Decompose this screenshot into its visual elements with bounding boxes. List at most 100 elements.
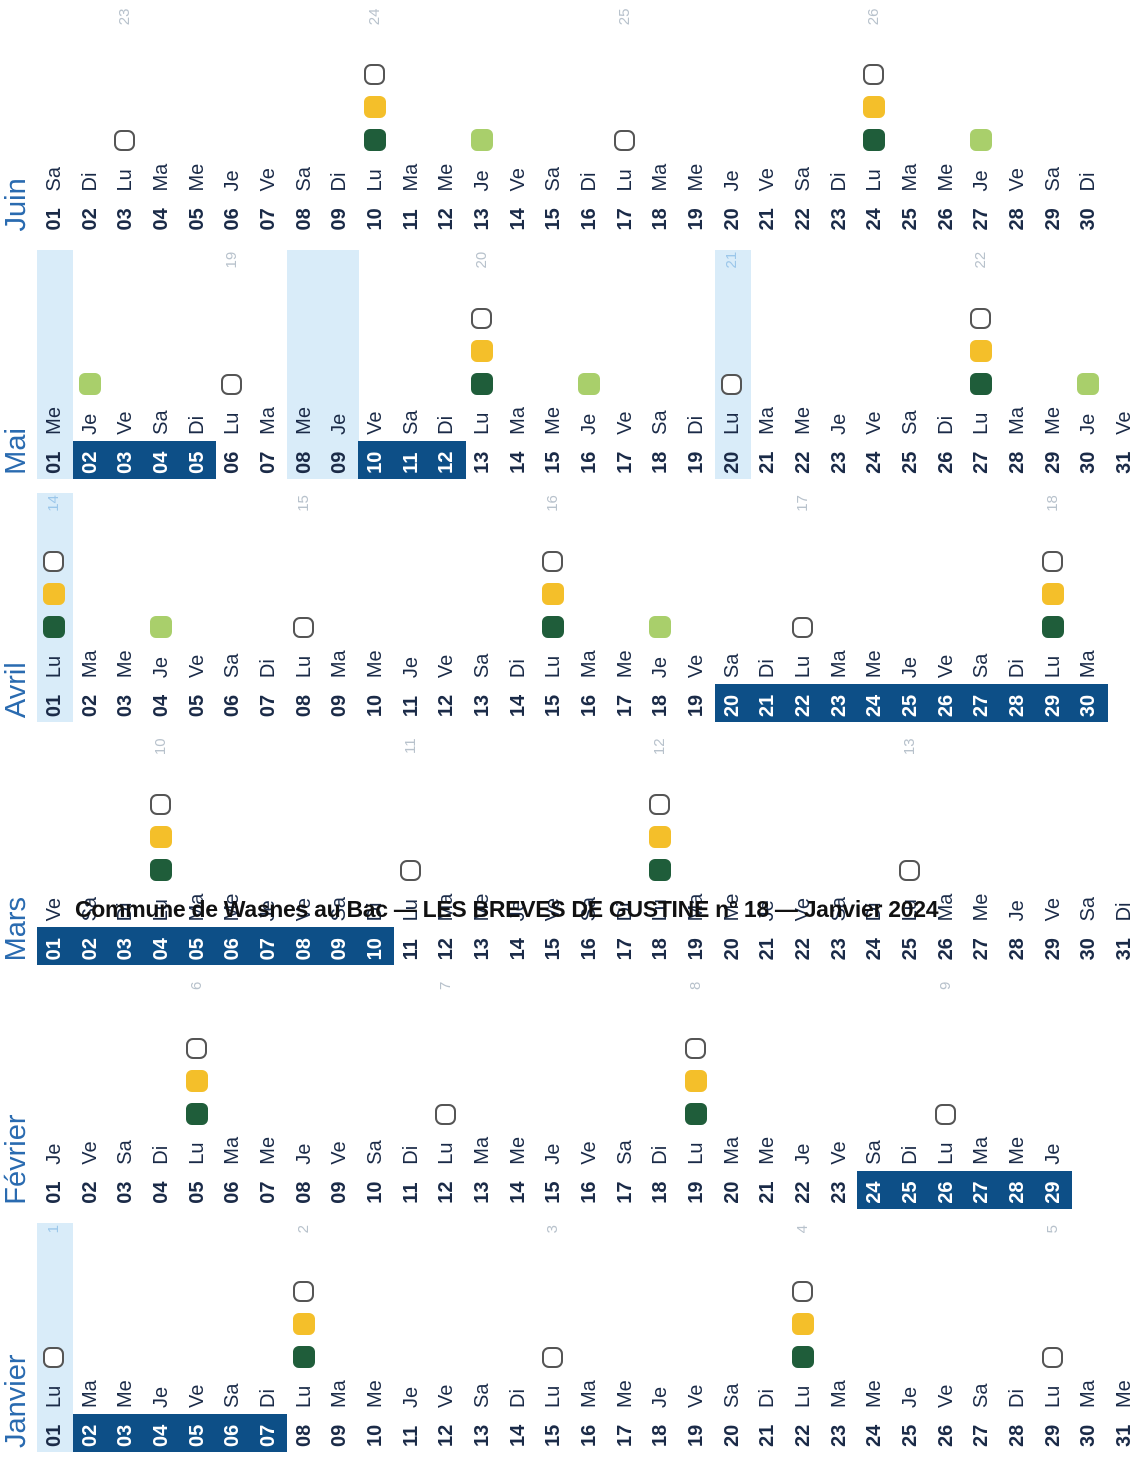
weekday: Lu — [292, 655, 315, 679]
week-number: 18 — [1043, 495, 1061, 512]
collection-icon — [150, 794, 171, 816]
week-number: 8 — [687, 981, 705, 991]
day-number: 19 — [685, 694, 708, 718]
day-number: 23 — [827, 208, 850, 231]
collection-icon — [649, 859, 672, 882]
day-number: 20 — [720, 938, 743, 961]
day-number: 27 — [970, 694, 993, 718]
weekday: Je — [221, 170, 244, 192]
weekday: Sa — [899, 410, 922, 435]
collection-icon — [542, 616, 565, 639]
day-number: 10 — [364, 208, 387, 231]
day-number: 25 — [899, 208, 922, 231]
weekday: Di — [1113, 902, 1136, 922]
month-name: Mars — [0, 896, 32, 962]
collection-icon — [1041, 1347, 1063, 1368]
weekday: Me — [613, 1380, 636, 1408]
day-number: 01 — [43, 1424, 65, 1447]
day-number: 28 — [1006, 938, 1029, 961]
collection-icon — [185, 1069, 208, 1092]
day-number: 04 — [150, 1181, 172, 1204]
day-number: 23 — [827, 938, 850, 961]
collection-icon — [863, 129, 886, 152]
day-number: 18 — [649, 1424, 672, 1447]
weekday: Lu — [970, 412, 993, 435]
weekday: Me — [506, 1136, 529, 1165]
collection-icon — [542, 1347, 564, 1368]
weekday: Ve — [685, 654, 708, 679]
weekday: Sa — [542, 167, 565, 192]
week-number: 20 — [473, 251, 491, 269]
day-number: 04 — [150, 1424, 172, 1447]
collection-icon — [43, 583, 65, 606]
footer: Commune de Wasnes au Bac — LES BREVES DE… — [75, 896, 939, 922]
month-name: Février — [0, 1114, 32, 1205]
month-name: Avril — [0, 662, 32, 719]
weekday: Ma — [649, 163, 672, 192]
weekday: Je — [150, 656, 172, 679]
weekday: Lu — [185, 1142, 208, 1165]
day-number: 30 — [1077, 451, 1100, 474]
collection-icon — [1041, 551, 1063, 573]
day-number: 25 — [899, 451, 922, 474]
day-number: 25 — [899, 1181, 922, 1204]
weekday: Ma — [578, 650, 601, 679]
weekday: Me — [114, 1380, 137, 1408]
day-number: 28 — [1006, 451, 1029, 474]
weekday: Ma — [970, 1136, 993, 1165]
day-number: 02 — [78, 694, 101, 718]
day-number: 08 — [292, 694, 315, 718]
day-number: 02 — [78, 451, 101, 474]
collection-icon — [292, 1313, 315, 1335]
day-number: 14 — [506, 1181, 529, 1204]
day-number: 05 — [185, 451, 208, 474]
weekday: Je — [578, 413, 601, 435]
day-number: 04 — [150, 451, 172, 474]
day-number: 04 — [150, 694, 172, 718]
weekday: Ma — [221, 1136, 244, 1165]
weekday: Di — [506, 1389, 529, 1408]
weekday: Me — [114, 650, 137, 679]
day-number: 23 — [827, 694, 850, 718]
weekday: Me — [685, 163, 708, 192]
collection-icon — [435, 1103, 457, 1125]
month-name: Juin — [0, 178, 32, 232]
weekday: Ve — [827, 1141, 850, 1165]
week-number: 13 — [901, 738, 919, 756]
weekday: Ve — [114, 411, 137, 435]
weekday: Ma — [578, 1380, 601, 1408]
weekday: Ma — [720, 1136, 743, 1165]
day-number: 05 — [185, 208, 208, 231]
weekday: Ma — [1077, 1380, 1100, 1408]
weekday: Lu — [792, 1385, 815, 1408]
collection-icon — [471, 372, 494, 395]
week-number: 26 — [865, 8, 883, 26]
day-number: 30 — [1077, 694, 1100, 718]
day-number: 24 — [863, 451, 886, 474]
weekday: Lu — [364, 169, 387, 192]
day-number: 16 — [578, 1424, 601, 1447]
day-number: 13 — [471, 208, 494, 231]
weekday: Ve — [78, 1141, 101, 1165]
day-number: 25 — [899, 1424, 922, 1447]
week-number: 22 — [972, 251, 990, 269]
day-number: 14 — [506, 451, 529, 474]
collection-icon — [78, 372, 101, 395]
weekday: Je — [899, 1386, 922, 1408]
weekday: Me — [292, 407, 315, 435]
day-number: 31 — [1113, 938, 1136, 961]
day-number: 26 — [934, 694, 957, 718]
weekday: Ma — [257, 407, 280, 435]
weekday: Me — [756, 1136, 779, 1165]
collection-icon — [970, 339, 993, 362]
day-number: 18 — [649, 938, 672, 961]
collection-icon — [185, 1102, 208, 1125]
weekday: Lu — [1041, 655, 1064, 679]
day-number: 03 — [114, 208, 137, 231]
collection-icon — [114, 130, 136, 152]
day-number: 26 — [934, 1181, 957, 1204]
weekday: Ma — [756, 407, 779, 435]
day-number: 15 — [542, 1424, 565, 1447]
day-number: 01 — [43, 938, 65, 961]
week-number: 2 — [294, 1225, 312, 1234]
